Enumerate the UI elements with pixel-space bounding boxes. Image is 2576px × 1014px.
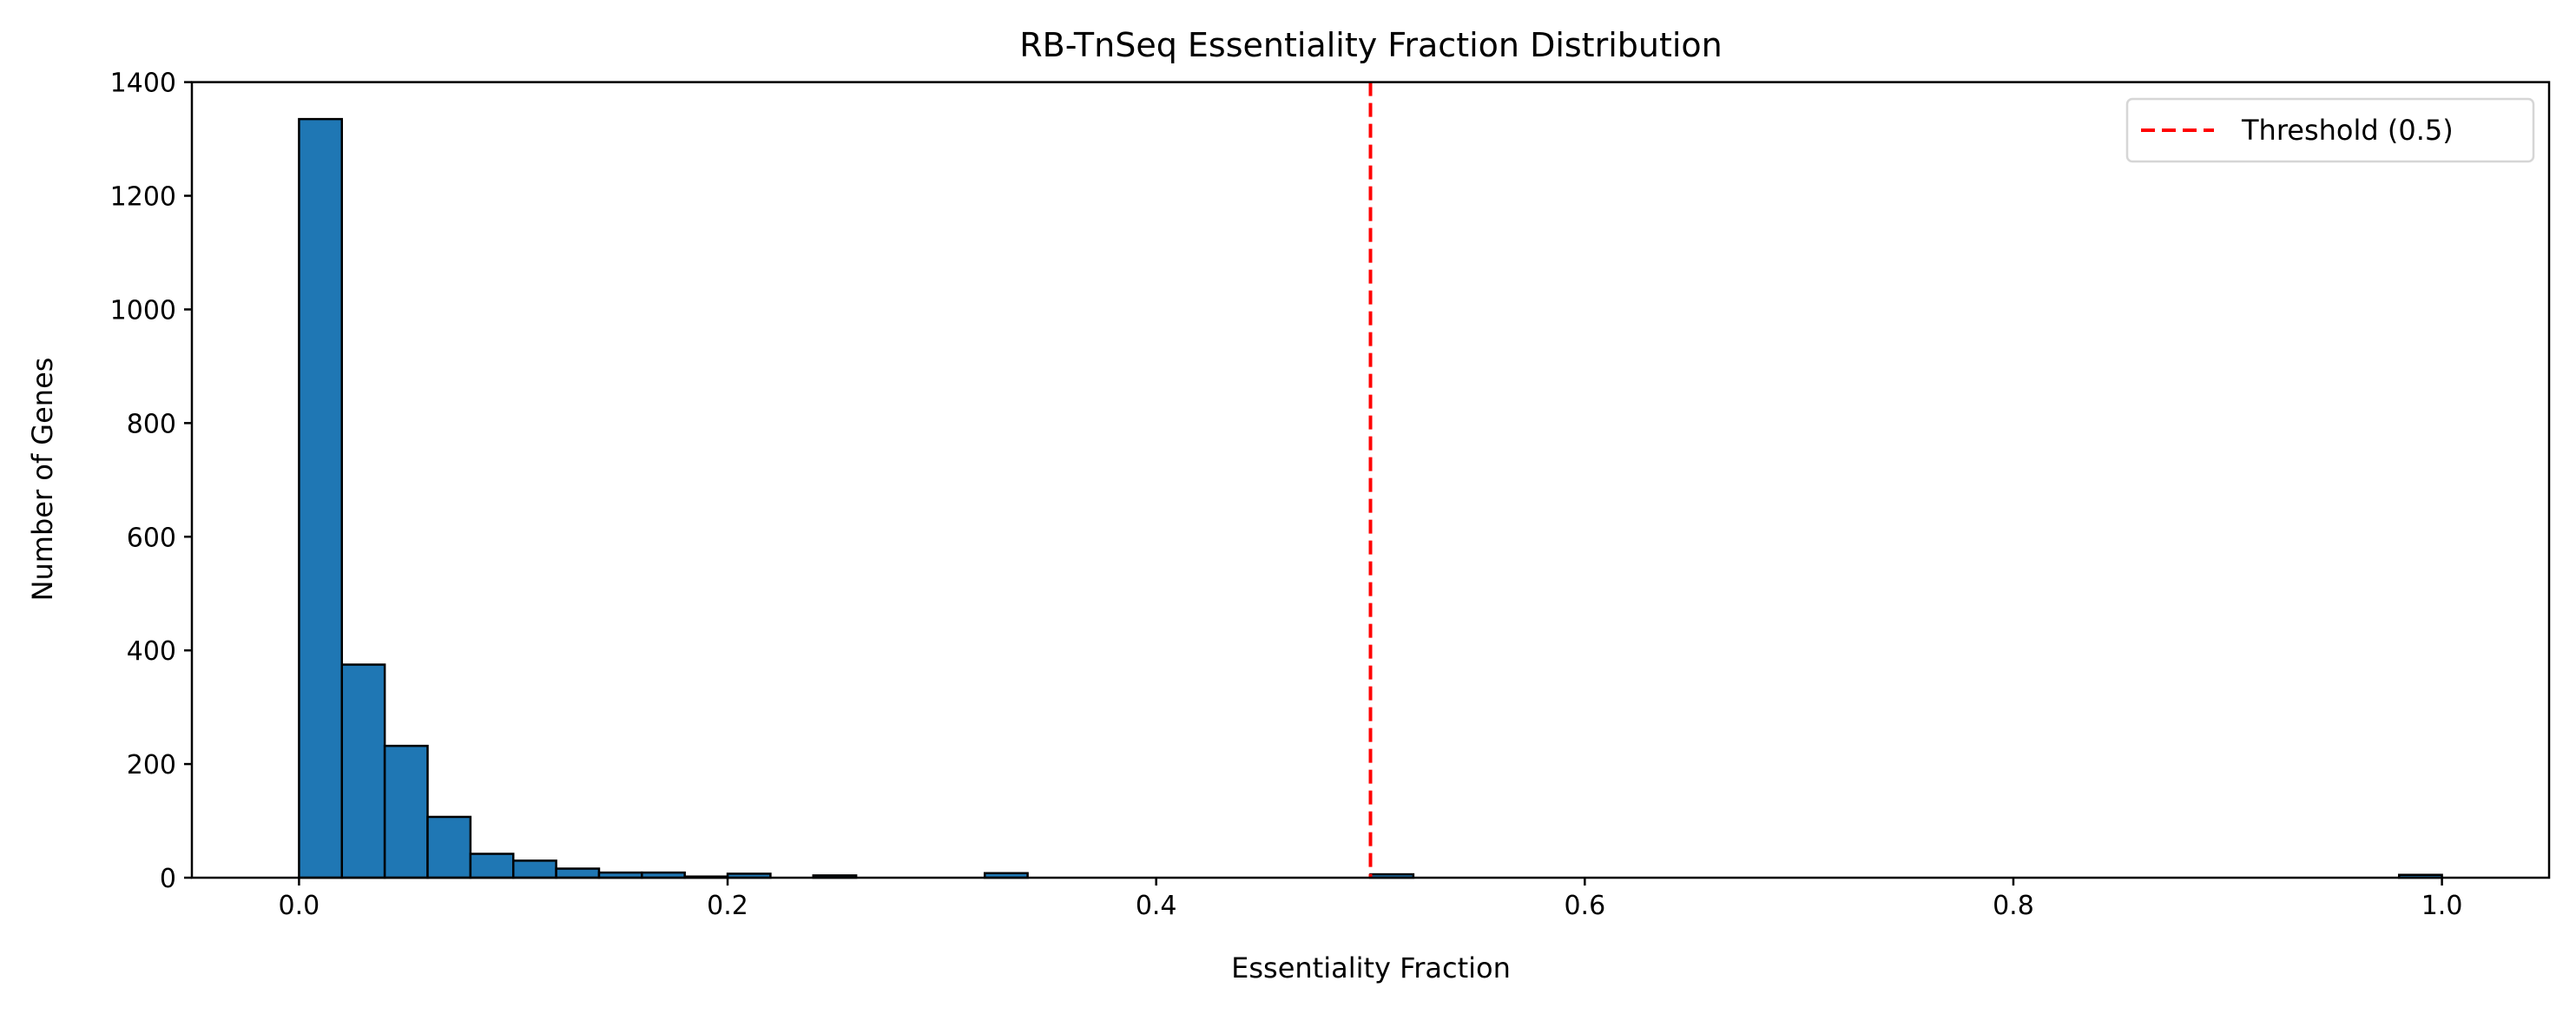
histogram-bar <box>469 853 515 879</box>
x-tick-label: 0.0 <box>279 891 320 921</box>
x-tick-label: 0.2 <box>707 891 748 921</box>
chart-title: RB-TnSeq Essentiality Fraction Distribut… <box>1019 26 1723 64</box>
y-tick-label: 0 <box>160 864 176 894</box>
legend-threshold-label: Threshold (0.5) <box>2241 114 2454 147</box>
y-tick-label: 200 <box>127 750 176 780</box>
legend: Threshold (0.5) <box>2125 97 2535 163</box>
bars-group <box>298 117 2443 879</box>
x-tick-label: 0.8 <box>1993 891 2034 921</box>
histogram-bar <box>298 117 344 879</box>
x-tick-label: 0.4 <box>1136 891 1177 921</box>
histogram-bar <box>340 663 386 879</box>
plot-frame <box>190 81 2551 879</box>
y-tick-label: 800 <box>127 409 176 439</box>
y-axis-label: Number of Genes <box>26 358 59 602</box>
y-tick-label: 1000 <box>110 295 176 326</box>
x-ticks: 0.0 0.2 0.4 0.6 0.8 1.0 <box>279 878 2463 921</box>
histogram-bar <box>383 744 429 879</box>
histogram-bar <box>511 859 557 879</box>
x-tick-label: 1.0 <box>2421 891 2463 921</box>
y-tick-label: 1400 <box>110 69 176 99</box>
x-axis-label: Essentiality Fraction <box>1231 951 1511 984</box>
y-tick-label: 400 <box>127 636 176 667</box>
y-ticks: 0 200 400 600 800 1000 1200 1400 <box>110 69 192 894</box>
legend-box <box>2125 97 2535 163</box>
histogram-bar <box>426 815 472 879</box>
histogram-bar <box>555 867 601 879</box>
y-tick-label: 600 <box>127 523 176 553</box>
x-tick-label: 0.6 <box>1564 891 1605 921</box>
y-tick-label: 1200 <box>110 182 176 213</box>
